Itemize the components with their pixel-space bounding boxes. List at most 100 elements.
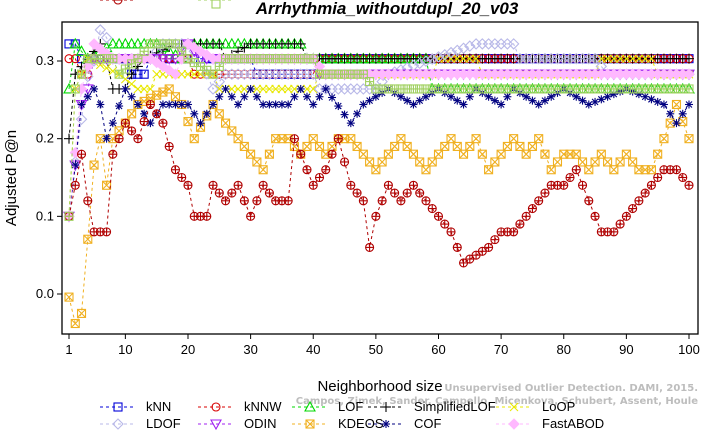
point-loop: [459, 54, 468, 64]
point-ldf: [302, 165, 312, 175]
point-cof: [340, 110, 349, 119]
point-ldf: [509, 227, 519, 237]
point-inflo: [308, 54, 318, 64]
point-ldf: [352, 188, 362, 198]
point-cof: [328, 93, 337, 102]
point-cof: [83, 92, 92, 101]
point-cof: [371, 92, 380, 101]
point-cof: [678, 109, 687, 118]
y-tick-label: 0.1: [36, 208, 54, 223]
point-loop: [471, 54, 481, 64]
point-ldf: [402, 188, 412, 198]
point-kdeos: [114, 126, 124, 136]
point-loop: [127, 79, 137, 89]
point-cof: [171, 100, 180, 109]
point-ldf: [609, 227, 619, 237]
point-cof: [597, 95, 606, 104]
point-cof: [666, 109, 675, 118]
legend-marker-simplifiedlof: [381, 402, 391, 412]
point-ldf: [415, 188, 425, 198]
point-cof: [459, 100, 468, 109]
point-inflo: [120, 64, 130, 74]
point-kdeos: [477, 149, 487, 159]
point-ldf: [158, 118, 168, 128]
point-ldf: [327, 149, 337, 159]
series-ldf: [64, 99, 694, 268]
point-ldof: [432, 51, 445, 63]
point-knnw: [70, 54, 80, 64]
point-loop: [634, 54, 644, 64]
point-kdeos: [515, 141, 525, 151]
point-cof: [240, 92, 249, 101]
point-ldf: [346, 180, 356, 190]
point-kdeos: [615, 157, 625, 167]
point-kdeos: [659, 134, 669, 144]
point-inflo: [133, 54, 143, 64]
point-kdeos: [590, 157, 600, 167]
point-ldf: [458, 258, 469, 268]
point-cof: [334, 102, 343, 111]
point-cof: [190, 109, 199, 118]
legend-label: SimplifiedLOF: [414, 399, 496, 414]
point-loop: [283, 84, 293, 94]
point-kdeos: [433, 149, 444, 159]
point-kdeos: [496, 149, 506, 159]
point-ldf: [490, 235, 500, 245]
point-loop: [133, 84, 143, 94]
point-inflo: [127, 59, 137, 69]
point-cof: [578, 96, 587, 105]
point-cof: [359, 100, 368, 109]
point-kdeos: [383, 149, 393, 159]
point-kdeos: [484, 165, 494, 175]
point-ldf: [396, 196, 406, 206]
point-kdeos: [671, 99, 682, 110]
point-inflo: [365, 77, 375, 87]
legend-item-fastabod: FastABOD: [496, 416, 604, 431]
point-ldf: [628, 204, 638, 214]
point-ldf: [565, 172, 575, 183]
point-ldf: [577, 180, 588, 190]
point-kdeos: [540, 149, 550, 159]
point-kdeos: [264, 149, 274, 159]
point-cof: [246, 84, 255, 93]
point-cof: [183, 100, 192, 109]
point-kdeos: [471, 134, 481, 144]
point-cof: [133, 100, 142, 109]
point-loop: [271, 84, 281, 94]
point-ldof: [413, 57, 426, 70]
point-ldf: [421, 196, 431, 206]
point-cof: [528, 96, 537, 105]
point-cof: [672, 119, 681, 128]
legend-label: kNNW: [244, 399, 282, 414]
point-ldof: [507, 38, 520, 50]
point-kdeos: [552, 157, 563, 167]
point-cof: [296, 84, 305, 93]
point-loop: [609, 54, 619, 64]
point-cof: [685, 100, 693, 109]
point-kdeos: [684, 134, 694, 144]
series-line-loop: [68, 58, 689, 217]
point-cof: [315, 92, 324, 101]
point-ldf: [208, 180, 218, 190]
plot-frame: [61, 21, 699, 335]
point-kdeos: [233, 134, 243, 144]
point-kdeos: [527, 141, 537, 151]
x-tick-label: 60: [431, 342, 445, 357]
point-kdeos: [214, 109, 224, 119]
point-cof: [115, 102, 124, 111]
point-lof: [106, 37, 119, 49]
point-cof: [641, 92, 650, 101]
point-kdeos: [252, 157, 262, 167]
point-ldf: [133, 134, 143, 144]
x-tick-label: 90: [619, 342, 633, 357]
point-cof: [90, 84, 99, 93]
point-loop: [290, 84, 299, 94]
point-inflo: [214, 61, 224, 71]
legend-item-ldf: LDF: [100, 0, 171, 5]
point-ldf: [214, 188, 224, 198]
point-kdeos: [509, 134, 519, 144]
point-loop: [265, 84, 274, 94]
point-ldof: [200, 68, 213, 80]
point-fastabod: [169, 68, 182, 80]
x-axis-label: Neighborhood size: [317, 378, 442, 395]
